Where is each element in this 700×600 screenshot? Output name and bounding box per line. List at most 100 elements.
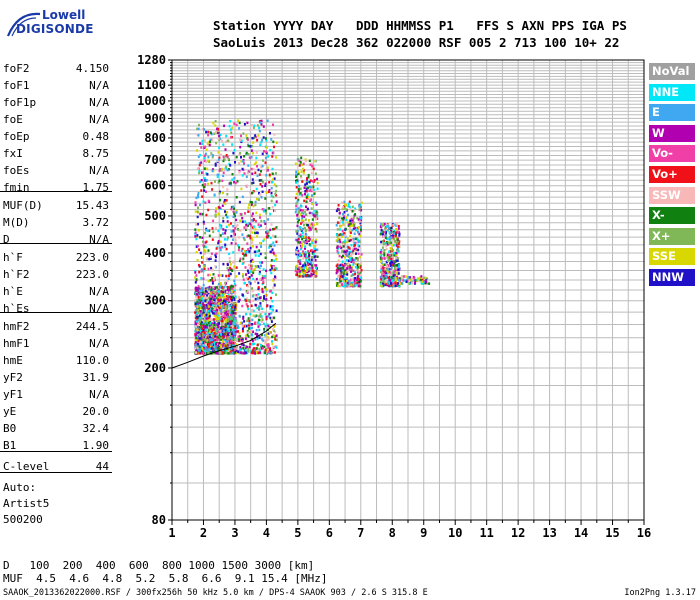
echo-point	[252, 309, 255, 313]
echo-point	[217, 158, 220, 161]
echo-point	[343, 282, 346, 285]
echo-point	[339, 269, 342, 273]
legend-item-vo-: Vo+	[649, 166, 695, 183]
echo-point	[295, 181, 298, 184]
echo-point	[260, 315, 263, 318]
y-tick-label: 800	[144, 131, 166, 145]
echo-point	[403, 275, 405, 278]
echo-point	[203, 167, 206, 170]
echo-point	[195, 196, 198, 200]
echo-point	[298, 218, 300, 222]
echo-point	[351, 237, 354, 241]
param-separator	[0, 451, 112, 452]
echo-point	[335, 271, 338, 275]
echo-point	[244, 337, 247, 340]
param-row-h-e: h`E N/A	[3, 284, 109, 299]
echo-point	[242, 273, 245, 276]
echo-point	[256, 197, 258, 201]
echo-point	[312, 164, 315, 167]
echo-point	[213, 312, 216, 315]
echo-point	[250, 167, 253, 171]
echo-point	[265, 315, 268, 319]
echo-point	[275, 189, 278, 193]
echo-point	[315, 218, 317, 221]
echo-point	[266, 166, 269, 169]
echo-point	[253, 162, 256, 166]
echo-point	[219, 338, 222, 341]
echo-point	[305, 255, 307, 258]
echo-point	[312, 253, 315, 256]
echo-point	[342, 243, 345, 246]
echo-point	[235, 209, 238, 213]
echo-point	[396, 264, 399, 267]
echo-point	[215, 227, 217, 230]
echo-point	[199, 337, 202, 340]
echo-point	[223, 124, 226, 128]
echo-point	[380, 278, 383, 281]
echo-point	[262, 239, 265, 243]
echo-point	[346, 277, 348, 280]
echo-point	[217, 128, 220, 131]
echo-point	[218, 318, 221, 321]
echo-point	[229, 128, 232, 131]
echo-point	[254, 303, 257, 307]
echo-point	[347, 224, 350, 227]
echo-point	[201, 212, 204, 216]
echo-point	[249, 236, 252, 240]
echo-point	[230, 136, 232, 139]
echo-point	[261, 287, 264, 291]
echo-point	[231, 295, 234, 298]
echo-point	[204, 296, 207, 299]
echo-point	[263, 208, 265, 211]
echo-point	[314, 248, 317, 252]
echo-point	[273, 316, 276, 320]
echo-point	[306, 182, 308, 185]
echo-point	[357, 240, 360, 244]
param-row-b1: B1 1.90	[3, 438, 109, 453]
echo-point	[336, 237, 339, 240]
echo-point	[421, 282, 424, 285]
echo-point	[227, 310, 230, 313]
echo-point	[308, 189, 311, 193]
echo-point	[343, 232, 346, 235]
echo-point	[350, 274, 353, 278]
echo-point	[206, 332, 209, 335]
echo-point	[258, 249, 261, 252]
echo-point	[251, 309, 254, 312]
echo-point	[214, 124, 217, 127]
echo-point	[204, 159, 206, 162]
echo-point	[263, 330, 266, 333]
echo-point	[195, 245, 198, 248]
echo-point	[226, 343, 228, 346]
echo-point	[336, 245, 339, 248]
echo-point	[428, 282, 431, 285]
echo-point	[219, 133, 222, 137]
echo-point	[201, 139, 204, 143]
echo-point	[202, 337, 205, 340]
echo-point	[206, 294, 209, 297]
echo-point	[204, 341, 207, 345]
echo-point	[271, 308, 274, 312]
echo-point	[245, 175, 248, 179]
echo-point	[201, 344, 204, 347]
echo-point	[301, 251, 304, 255]
echo-point	[229, 120, 232, 123]
echo-point	[223, 238, 226, 241]
echo-point	[207, 208, 210, 212]
echo-point	[311, 223, 314, 227]
echo-point	[351, 205, 354, 209]
echo-point	[196, 328, 199, 331]
echo-point	[201, 127, 204, 131]
echo-point	[201, 171, 204, 174]
echo-point	[306, 240, 308, 244]
echo-point	[232, 344, 234, 347]
echo-point	[242, 347, 245, 350]
echo-point	[312, 269, 315, 273]
echo-point	[346, 281, 349, 285]
echo-point	[350, 208, 353, 211]
echo-point	[309, 228, 312, 231]
echo-point	[388, 250, 391, 253]
echo-point	[227, 350, 230, 353]
echo-point	[351, 224, 354, 227]
